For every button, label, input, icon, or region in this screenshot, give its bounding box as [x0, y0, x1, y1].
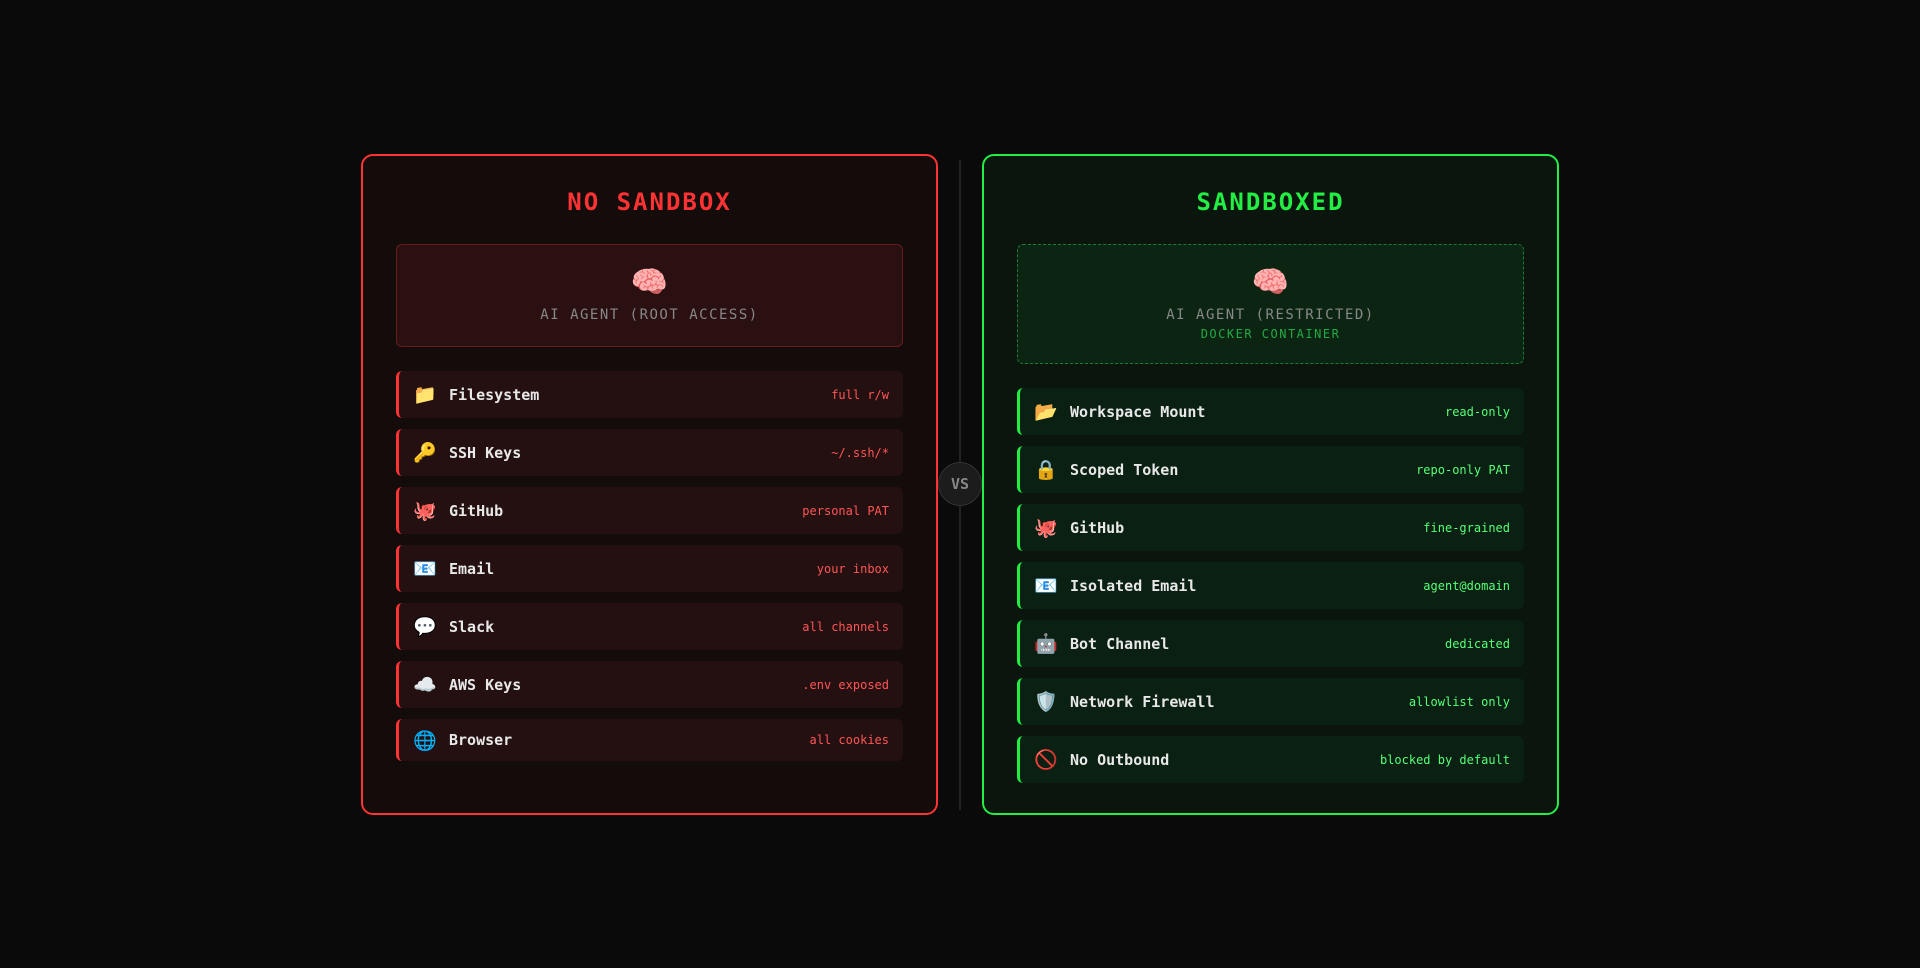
item-name: Filesystem: [449, 385, 540, 404]
brain-icon: 🧠: [1251, 265, 1290, 300]
folder-icon: 📁: [413, 384, 437, 406]
agent-box: 🧠 AI AGENT (ROOT ACCESS): [396, 244, 903, 347]
email-icon: 📧: [1034, 575, 1058, 597]
list-item: 🛡️ Network Firewall allowlist only: [1017, 678, 1524, 725]
globe-icon: 🌐: [413, 729, 437, 752]
item-value: your inbox: [816, 561, 889, 576]
key-icon: 🔑: [413, 442, 437, 464]
list-item: 🤖 Bot Channel dedicated: [1017, 620, 1524, 667]
list-item: 💬 Slack all channels: [396, 603, 903, 650]
item-name: Bot Channel: [1070, 634, 1170, 653]
list-item: 🔑 SSH Keys ~/.ssh/*: [396, 429, 903, 476]
item-value: full r/w: [831, 387, 889, 402]
list-item: 🚫 No Outbound blocked by default: [1017, 736, 1524, 783]
email-icon: 📧: [413, 558, 437, 580]
item-value: all cookies: [809, 733, 889, 747]
vs-badge: VS: [938, 462, 982, 506]
item-name: Slack: [449, 617, 495, 636]
list-item: 📧 Email your inbox: [396, 545, 903, 592]
item-name: Scoped Token: [1070, 460, 1179, 479]
sandboxed-panel: SANDBOXED 🧠 AI AGENT (RESTRICTED) DOCKER…: [982, 154, 1559, 815]
list-item: 🐙 GitHub fine-grained: [1017, 504, 1524, 551]
item-name: Email: [449, 559, 495, 578]
item-name: AWS Keys: [449, 675, 522, 694]
item-name: GitHub: [449, 501, 504, 520]
lock-icon: 🔒: [1034, 459, 1058, 481]
list-item: 🐙 GitHub personal PAT: [396, 487, 903, 534]
list-item: 🔒 Scoped Token repo-only PAT: [1017, 446, 1524, 493]
list-item: 📁 Filesystem full r/w: [396, 371, 903, 418]
robot-icon: 🤖: [1034, 633, 1058, 655]
cloud-icon: ☁️: [413, 674, 437, 696]
speech-bubble-icon: 💬: [413, 616, 437, 638]
item-name: GitHub: [1070, 518, 1125, 537]
item-name: Network Firewall: [1070, 692, 1215, 711]
list-item: ☁️ AWS Keys .env exposed: [396, 661, 903, 708]
shield-icon: 🛡️: [1034, 691, 1058, 713]
item-value: ~/.ssh/*: [831, 445, 889, 460]
item-value: all channels: [802, 619, 889, 634]
list-item: 🌐 Browser all cookies: [396, 719, 903, 761]
item-name: Isolated Email: [1070, 576, 1197, 595]
item-name: Browser: [449, 731, 513, 749]
access-list: 📂 Workspace Mount read-only 🔒 Scoped Token re…: [1017, 388, 1524, 783]
open-folder-icon: 📂: [1034, 401, 1058, 423]
item-value: .env exposed: [802, 677, 889, 692]
item-value: allowlist only: [1408, 694, 1510, 709]
agent-label: AI AGENT (ROOT ACCESS): [540, 307, 759, 323]
item-value: blocked by default: [1379, 752, 1510, 767]
octopus-icon: 🐙: [1034, 517, 1058, 539]
item-name: SSH Keys: [449, 443, 522, 462]
item-value: personal PAT: [802, 503, 889, 518]
item-name: No Outbound: [1070, 750, 1170, 769]
item-value: read-only: [1444, 404, 1510, 419]
list-item: 📧 Isolated Email agent@domain: [1017, 562, 1524, 609]
agent-sublabel: DOCKER CONTAINER: [1200, 327, 1341, 341]
item-value: fine-grained: [1423, 520, 1510, 535]
agent-label: AI AGENT (RESTRICTED): [1166, 307, 1375, 323]
panel-title: NO SANDBOX: [567, 188, 732, 216]
item-value: repo-only PAT: [1416, 462, 1510, 477]
panel-title: SANDBOXED: [1196, 188, 1345, 216]
no-sandbox-panel: NO SANDBOX 🧠 AI AGENT (ROOT ACCESS) 📁 Fil…: [361, 154, 938, 815]
item-name: Workspace Mount: [1070, 402, 1206, 421]
prohibited-icon: 🚫: [1034, 749, 1058, 771]
list-item: 📂 Workspace Mount read-only: [1017, 388, 1524, 435]
brain-icon: 🧠: [630, 265, 669, 300]
item-value: agent@domain: [1423, 578, 1510, 593]
octopus-icon: 🐙: [413, 500, 437, 522]
agent-box: 🧠 AI AGENT (RESTRICTED) DOCKER CONTAINER: [1017, 244, 1524, 364]
item-value: dedicated: [1444, 636, 1510, 651]
access-list: 📁 Filesystem full r/w 🔑 SSH Keys ~/.ssh/* 🐙 Git…: [396, 371, 903, 761]
